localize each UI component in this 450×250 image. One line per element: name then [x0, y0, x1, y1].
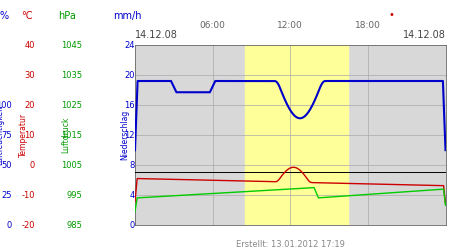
Text: 1005: 1005 [61, 160, 82, 170]
Text: -10: -10 [21, 190, 35, 200]
Text: 16: 16 [124, 100, 135, 110]
Text: 0: 0 [130, 220, 135, 230]
Text: 24: 24 [125, 40, 135, 50]
Text: hPa: hPa [58, 11, 76, 21]
Text: °C: °C [21, 11, 33, 21]
Text: 18:00: 18:00 [355, 20, 381, 30]
Text: 20: 20 [24, 100, 35, 110]
Text: 20: 20 [125, 70, 135, 80]
Text: Niederschlag: Niederschlag [120, 110, 129, 160]
Text: 25: 25 [2, 190, 12, 200]
Text: 12:00: 12:00 [277, 20, 303, 30]
Text: 12: 12 [125, 130, 135, 140]
Text: 50: 50 [2, 160, 12, 170]
Text: 06:00: 06:00 [200, 20, 225, 30]
Text: Luftdruck: Luftdruck [62, 117, 71, 153]
Text: 30: 30 [24, 70, 35, 80]
Text: Erstellt: 13.01.2012 17:19: Erstellt: 13.01.2012 17:19 [236, 240, 345, 249]
Text: 0: 0 [29, 160, 35, 170]
Text: 985: 985 [67, 220, 82, 230]
Text: 1025: 1025 [61, 100, 82, 110]
Text: 1035: 1035 [61, 70, 82, 80]
Text: 10: 10 [24, 130, 35, 140]
Text: Temperatur: Temperatur [19, 113, 28, 157]
Bar [245, 45, 348, 225]
Text: 100: 100 [0, 100, 12, 110]
Text: mm/h: mm/h [113, 11, 142, 21]
Text: 995: 995 [67, 190, 82, 200]
Text: 1045: 1045 [61, 40, 82, 50]
Text: 8: 8 [130, 160, 135, 170]
Text: 14.12.08: 14.12.08 [135, 30, 178, 40]
Text: 0: 0 [7, 220, 12, 230]
Text: 4: 4 [130, 190, 135, 200]
Text: 14.12.08: 14.12.08 [403, 30, 446, 40]
Text: -20: -20 [21, 220, 35, 230]
Text: 1015: 1015 [61, 130, 82, 140]
Text: 75: 75 [1, 130, 12, 140]
Text: %: % [0, 11, 9, 21]
Text: 40: 40 [24, 40, 35, 50]
Text: Luftfeuchtigkeit: Luftfeuchtigkeit [0, 105, 4, 165]
Text: •: • [388, 10, 395, 20]
